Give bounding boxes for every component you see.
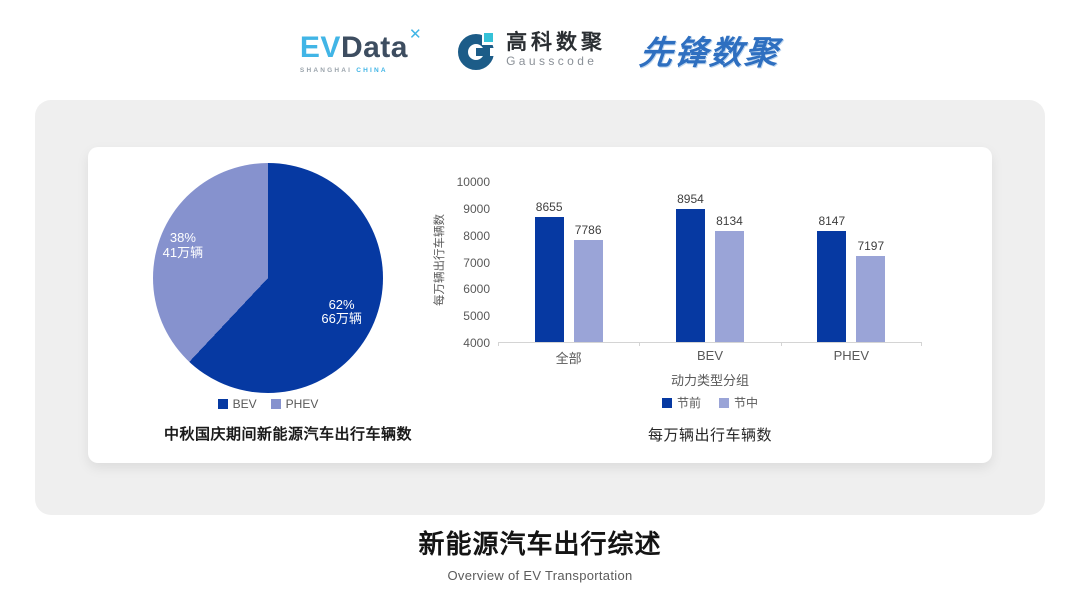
pie-chart-title: 中秋国庆期间新能源汽车出行车辆数	[163, 426, 412, 443]
y-tick-label: 7000	[463, 255, 490, 270]
bar-value-label: 8954	[677, 192, 704, 207]
bar-wrap: 7786	[573, 223, 603, 342]
bar-value-label: 7786	[574, 223, 602, 238]
evdata-logo: EVData✕ SHANGHAI CHINA	[300, 27, 422, 74]
y-tick-label: 10000	[456, 175, 490, 189]
pie-chart: 62% 66万辆 38% 41万辆 BEV PHEV 中秋国庆期间新能源汽车出行车辆数	[88, 147, 488, 463]
bar-wrap: 8134	[714, 214, 744, 342]
pie-legend-item-bev: BEV	[217, 397, 257, 411]
xianfeng-shuju-logo: 先锋数聚	[638, 26, 783, 74]
x-category-label-PHEV: PHEV	[833, 348, 870, 363]
bar-x-axis-title: 动力类型分组	[670, 373, 749, 388]
legend-swatch-icon	[270, 399, 281, 409]
bar-legend-item-节前: 节前	[661, 394, 701, 411]
evdata-x-icon: ✕	[408, 25, 423, 43]
x-axis-tick-mark	[498, 342, 499, 346]
gausscode-text: 高科数聚 Gausscode	[506, 31, 606, 68]
x-axis-tick-mark	[921, 342, 922, 346]
gausscode-chinese-name: 高科数聚	[506, 31, 607, 55]
pie-slice-label-bev: 62% 66万辆	[321, 296, 362, 327]
bar-节中-BEV	[714, 231, 744, 342]
gausscode-g-icon	[458, 31, 497, 70]
xianfeng-wordmark: 先锋数聚	[637, 34, 782, 71]
bar-chart: 每万辆出行车辆数 4000 5000 6000 7000 8000 9000 10000 8…	[428, 147, 992, 463]
bar-节前-PHEV	[817, 230, 847, 342]
legend-label: 节前	[676, 396, 701, 410]
legend-swatch-icon	[661, 397, 672, 408]
pie-slice-label-phev: 38% 41万辆	[162, 229, 204, 260]
pie-legend: BEV PHEV	[153, 397, 383, 411]
x-axis-tick-mark	[639, 342, 641, 346]
x-axis-tick-mark	[780, 342, 782, 346]
legend-swatch-icon	[719, 397, 729, 408]
bar-节中-全部	[573, 240, 603, 342]
charts-card: 62% 66万辆 38% 41万辆 BEV PHEV 中秋国庆期间新能源汽车出行车辆数 …	[88, 147, 992, 463]
x-category-label-全部: 全部	[555, 351, 582, 366]
gausscode-logo: 高科数聚 Gausscode	[456, 29, 606, 71]
page-subtitle: Overview of EV Transportation	[447, 568, 633, 583]
y-tick-label: 6000	[463, 282, 490, 297]
evdata-china-text: CHINA	[356, 66, 388, 74]
pie-graphic: 62% 66万辆 38% 41万辆	[153, 163, 383, 393]
bar-节前-BEV	[675, 209, 705, 342]
bar-x-axis-categories: 全部 BEV PHEV	[498, 348, 922, 367]
content-panel: 62% 66万辆 38% 41万辆 BEV PHEV 中秋国庆期间新能源汽车出行车辆数 …	[35, 100, 1045, 515]
bar-value-label: 8134	[716, 214, 743, 229]
y-tick-label: 4000	[463, 336, 490, 350]
bar-wrap: 7197	[856, 239, 886, 342]
bar-节前-全部	[534, 217, 564, 342]
bar-legend-item-节中: 节中	[719, 394, 758, 411]
header: EVData✕ SHANGHAI CHINA 高科数聚 Gausscode 先锋…	[0, 0, 1080, 100]
y-tick-label: 5000	[463, 309, 490, 324]
bar-group-PHEV: 8147 7197	[781, 182, 922, 342]
x-category-label-BEV: BEV	[696, 348, 723, 363]
bar-value-label: 7197	[857, 239, 885, 254]
bar-节中-PHEV	[856, 256, 886, 342]
y-tick-label: 9000	[463, 201, 490, 216]
evdata-shanghai-text: SHANGHAI	[299, 66, 353, 74]
legend-label: PHEV	[285, 397, 319, 411]
bar-wrap: 8147	[817, 213, 847, 342]
bar-chart-title: 每万辆出行车辆数	[647, 427, 772, 444]
evdata-wordmark: EVData✕	[300, 27, 422, 63]
evdata-data-text: Data	[340, 30, 408, 64]
page-title: 新能源汽车出行综述	[418, 529, 662, 559]
bar-value-label: 8147	[818, 213, 846, 228]
legend-label: 节中	[734, 396, 759, 410]
evdata-ev-text: EV	[299, 30, 341, 64]
gausscode-english-name: Gausscode	[506, 54, 598, 69]
bar-y-axis-ticks: 4000 5000 6000 7000 8000 9000 10000	[428, 175, 490, 350]
evdata-subtitle: SHANGHAI CHINA	[300, 67, 388, 74]
pie-legend-item-phev: PHEV	[270, 397, 319, 411]
bar-group-BEV: 8954 8134	[639, 182, 780, 342]
bar-group-全部: 8655 7786	[498, 182, 639, 342]
legend-swatch-icon	[217, 399, 228, 409]
bar-plot-area: 8655 7786 8954 8134 8147 7197	[498, 182, 922, 346]
bar-wrap: 8954	[675, 192, 705, 342]
bar-legend: 节前 节中	[498, 394, 922, 411]
bar-wrap: 8655	[534, 200, 564, 342]
bar-value-label: 8655	[535, 200, 563, 215]
footer: 新能源汽车出行综述 Overview of EV Transportation	[0, 524, 1080, 583]
legend-label: BEV	[232, 397, 257, 411]
y-tick-label: 8000	[463, 228, 490, 243]
